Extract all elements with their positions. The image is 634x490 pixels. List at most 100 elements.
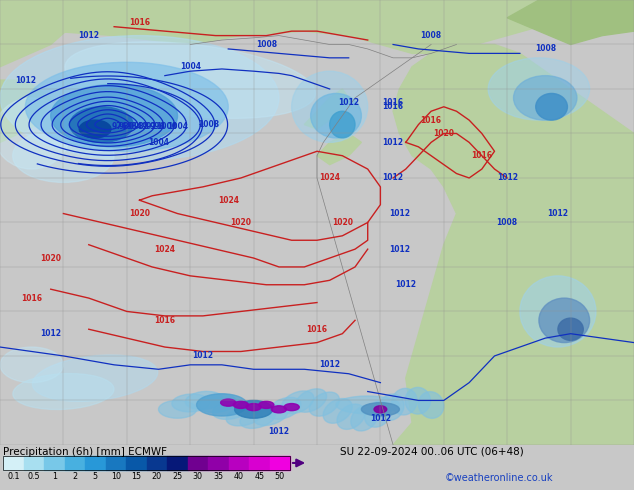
Text: 1012: 1012 xyxy=(40,329,61,338)
Ellipse shape xyxy=(185,392,223,410)
Ellipse shape xyxy=(392,389,417,415)
Text: 1000: 1000 xyxy=(157,122,178,131)
Ellipse shape xyxy=(520,276,596,347)
Text: 1024: 1024 xyxy=(154,245,176,254)
Ellipse shape xyxy=(271,406,287,413)
Ellipse shape xyxy=(233,401,249,409)
Text: 984: 984 xyxy=(126,122,143,131)
Text: 5: 5 xyxy=(93,472,98,481)
Text: 1016: 1016 xyxy=(21,294,42,303)
Text: 20: 20 xyxy=(152,472,162,481)
Ellipse shape xyxy=(365,401,391,427)
Text: 1012: 1012 xyxy=(382,173,404,182)
Ellipse shape xyxy=(13,373,114,410)
Ellipse shape xyxy=(292,71,368,143)
Text: 1020: 1020 xyxy=(332,218,353,227)
Ellipse shape xyxy=(309,392,339,416)
Ellipse shape xyxy=(281,391,314,414)
Text: 1012: 1012 xyxy=(389,209,410,218)
Ellipse shape xyxy=(79,120,111,138)
Text: 40: 40 xyxy=(234,472,243,481)
Text: 30: 30 xyxy=(193,472,203,481)
Ellipse shape xyxy=(158,400,197,418)
Text: 1004: 1004 xyxy=(179,62,201,71)
Ellipse shape xyxy=(378,394,404,420)
Text: 1008: 1008 xyxy=(496,218,518,227)
Text: 1012: 1012 xyxy=(382,138,404,147)
Text: 1012: 1012 xyxy=(389,245,410,254)
Ellipse shape xyxy=(13,129,114,182)
Text: 1012: 1012 xyxy=(338,98,359,107)
Bar xyxy=(146,456,167,470)
Text: 1020: 1020 xyxy=(230,218,252,227)
Ellipse shape xyxy=(197,394,247,416)
Ellipse shape xyxy=(539,298,590,343)
Ellipse shape xyxy=(311,94,361,138)
Ellipse shape xyxy=(226,406,262,426)
Text: 976: 976 xyxy=(111,122,127,131)
Bar xyxy=(3,456,23,470)
Ellipse shape xyxy=(284,404,299,411)
Text: 1024: 1024 xyxy=(217,196,239,205)
Ellipse shape xyxy=(0,347,63,383)
Text: 1008: 1008 xyxy=(534,45,556,53)
Ellipse shape xyxy=(536,94,567,120)
Text: 1016: 1016 xyxy=(154,316,176,325)
Ellipse shape xyxy=(374,406,387,413)
Text: 25: 25 xyxy=(172,472,183,481)
Bar xyxy=(188,456,208,470)
Text: 992: 992 xyxy=(142,122,157,131)
Ellipse shape xyxy=(336,396,399,414)
Polygon shape xyxy=(507,0,634,45)
Text: 1012: 1012 xyxy=(370,414,391,423)
Text: 1016: 1016 xyxy=(471,151,493,160)
Polygon shape xyxy=(393,45,634,445)
Text: 1012: 1012 xyxy=(547,209,569,218)
Ellipse shape xyxy=(246,404,261,411)
Text: 1020: 1020 xyxy=(129,209,150,218)
Text: 2: 2 xyxy=(72,472,77,481)
Ellipse shape xyxy=(25,62,228,151)
Bar xyxy=(269,456,290,470)
Ellipse shape xyxy=(172,394,210,412)
Text: 1012: 1012 xyxy=(319,360,340,369)
Bar xyxy=(228,456,249,470)
Text: 980: 980 xyxy=(119,122,135,131)
Text: 988: 988 xyxy=(134,122,150,131)
Text: 1012: 1012 xyxy=(15,75,36,85)
Ellipse shape xyxy=(32,355,158,401)
Ellipse shape xyxy=(199,394,236,413)
Text: 10: 10 xyxy=(111,472,120,481)
Ellipse shape xyxy=(0,98,70,169)
Ellipse shape xyxy=(295,389,327,412)
Polygon shape xyxy=(0,0,76,67)
Text: 1016: 1016 xyxy=(306,325,328,334)
Ellipse shape xyxy=(323,398,353,423)
Text: 45: 45 xyxy=(254,472,264,481)
Text: 996: 996 xyxy=(150,122,165,131)
Text: 15: 15 xyxy=(131,472,141,481)
Ellipse shape xyxy=(235,400,273,418)
Text: 1016: 1016 xyxy=(382,98,404,107)
Text: 1004: 1004 xyxy=(148,138,169,147)
Text: SU 22-09-2024 00..06 UTC (06+48): SU 22-09-2024 00..06 UTC (06+48) xyxy=(340,447,524,457)
Text: 1020: 1020 xyxy=(40,253,61,263)
Ellipse shape xyxy=(330,111,355,138)
Bar xyxy=(249,456,269,470)
Text: 1024: 1024 xyxy=(319,173,340,182)
Ellipse shape xyxy=(405,388,430,414)
Bar xyxy=(65,456,85,470)
Ellipse shape xyxy=(212,400,249,419)
Ellipse shape xyxy=(514,75,577,120)
Text: 50: 50 xyxy=(275,472,285,481)
Text: 1008: 1008 xyxy=(198,120,219,129)
Text: 35: 35 xyxy=(213,472,223,481)
Text: 0.5: 0.5 xyxy=(27,472,40,481)
Text: 1008: 1008 xyxy=(420,31,442,40)
Bar xyxy=(44,456,65,470)
Ellipse shape xyxy=(259,401,274,409)
Polygon shape xyxy=(317,133,361,165)
Text: 1004: 1004 xyxy=(167,122,188,131)
Ellipse shape xyxy=(65,42,315,119)
Polygon shape xyxy=(431,378,520,445)
